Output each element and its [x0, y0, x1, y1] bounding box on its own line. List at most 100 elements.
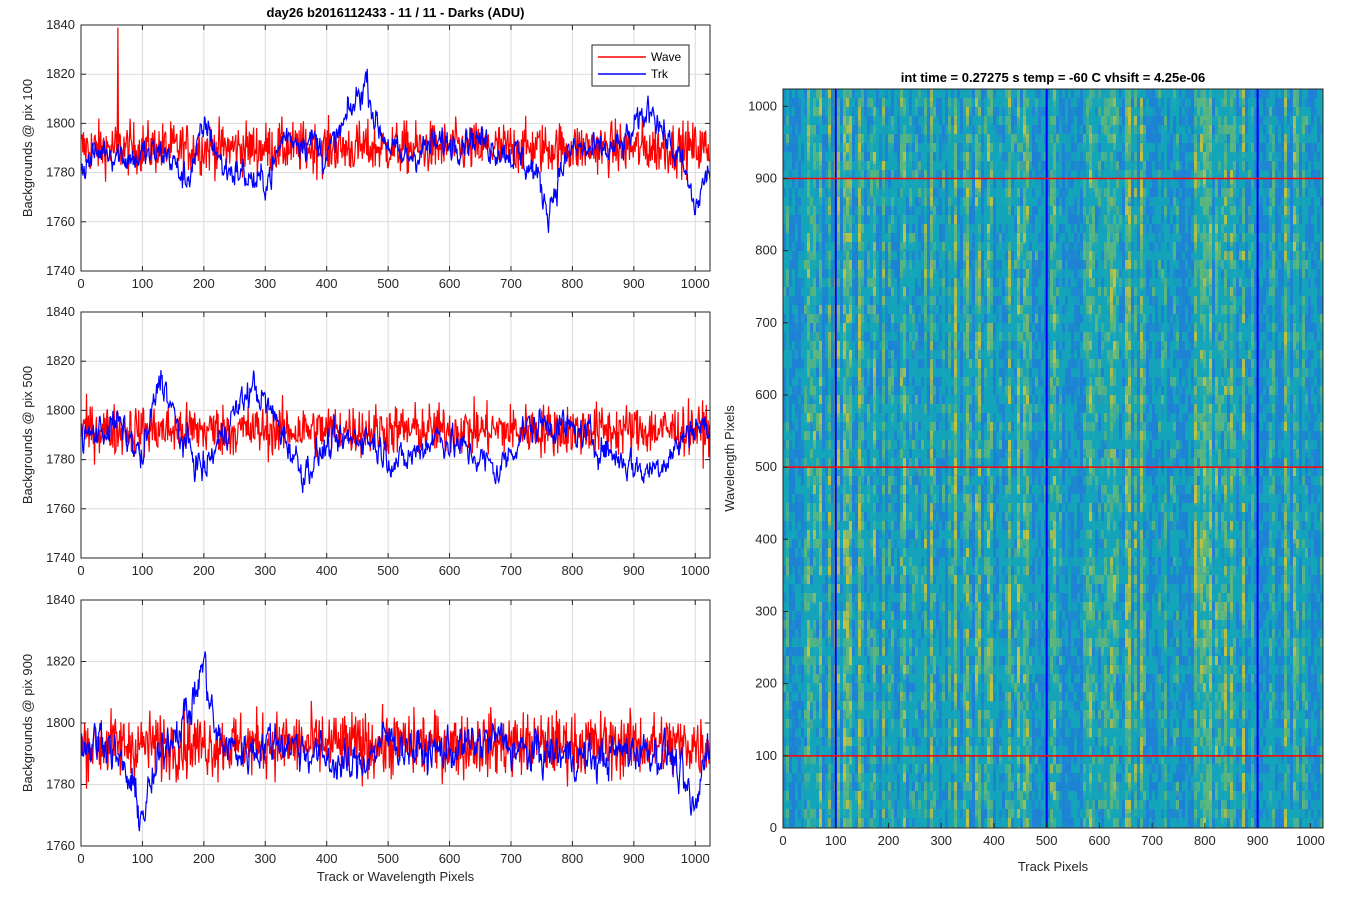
heatmap-cell	[873, 539, 876, 554]
heatmap-cell	[801, 719, 804, 733]
heatmap-cell	[825, 170, 828, 184]
heatmap-cell	[843, 620, 846, 633]
chart-title: day26 b2016112433 - 11 / 11 - Darks (ADU…	[267, 5, 525, 20]
heatmap-cell	[873, 431, 876, 445]
heatmap-cell	[936, 782, 939, 793]
heatmap-cell	[843, 305, 846, 315]
heatmap-cell	[816, 485, 819, 495]
heatmap-cell	[861, 584, 864, 599]
heatmap-cell	[915, 755, 918, 765]
heatmap-cell	[855, 512, 858, 524]
heatmap-cell	[933, 89, 936, 106]
heatmap-cell	[819, 377, 822, 395]
heatmap-cell	[801, 467, 804, 483]
heatmap-cell	[864, 764, 867, 776]
heatmap-cell	[864, 584, 867, 600]
heatmap-cell	[948, 278, 951, 290]
heatmap-cell	[903, 539, 906, 549]
heatmap-cell	[909, 476, 912, 489]
heatmap-cell	[897, 449, 900, 460]
heatmap-cell	[942, 251, 945, 261]
heatmap-cell	[858, 548, 861, 558]
heatmap-cell	[903, 143, 906, 155]
heatmap-cell	[825, 521, 828, 532]
heatmap-cell	[849, 602, 852, 617]
heatmap-cell	[915, 206, 918, 216]
x-tick-label: 900	[623, 563, 645, 578]
heatmap-cell	[951, 152, 954, 170]
heatmap-cell	[846, 377, 849, 387]
heatmap-cell	[864, 314, 867, 329]
heatmap-cell	[810, 782, 813, 798]
heatmap-cell	[930, 746, 933, 763]
heatmap-cell	[945, 665, 948, 675]
heatmap-cell	[891, 764, 894, 778]
heatmap-cell	[903, 179, 906, 191]
heatmap-cell	[924, 197, 927, 211]
heatmap-cell	[837, 791, 840, 802]
heatmap-cell	[906, 539, 909, 554]
heatmap-cell	[951, 278, 954, 290]
heatmap-cell	[948, 440, 951, 456]
heatmap-cell	[867, 116, 870, 134]
heatmap-cell	[864, 386, 867, 397]
heatmap-cell	[855, 107, 858, 124]
heatmap-cell	[843, 179, 846, 189]
heatmap-cell	[891, 323, 894, 334]
heatmap-cell	[876, 557, 879, 574]
heatmap-cell	[792, 485, 795, 496]
heatmap-cell	[936, 386, 939, 401]
heatmap-cell	[795, 503, 798, 516]
heatmap-cell	[831, 656, 834, 666]
heatmap-cell	[924, 422, 927, 434]
heatmap-cell	[837, 575, 840, 589]
heatmap-cell	[852, 782, 855, 799]
heatmap-cell	[936, 107, 939, 124]
heatmap-cell	[837, 593, 840, 608]
heatmap-cell	[921, 179, 924, 193]
heatmap-cell	[933, 116, 936, 128]
heatmap-cell	[930, 485, 933, 497]
heatmap-cell	[918, 719, 921, 731]
heatmap-cell	[840, 539, 843, 549]
heatmap-cell	[807, 197, 810, 213]
heatmap-cell	[795, 278, 798, 294]
heatmap-cell	[855, 503, 858, 518]
heatmap-cell	[936, 161, 939, 171]
heatmap-cell	[885, 674, 888, 690]
heatmap-cell	[801, 107, 804, 123]
heatmap-cell	[873, 359, 876, 373]
heatmap-cell	[822, 665, 825, 676]
heatmap-cell	[876, 422, 879, 432]
heatmap-cell	[804, 215, 807, 226]
heatmap-cell	[870, 278, 873, 296]
heatmap-cell	[954, 134, 957, 152]
heatmap-cell	[792, 593, 795, 607]
heatmap-cell	[792, 215, 795, 231]
heatmap-cell	[909, 449, 912, 464]
heatmap-cell	[837, 503, 840, 513]
heatmap-cell	[894, 638, 897, 651]
heatmap-cell	[813, 512, 816, 528]
heatmap-cell	[867, 422, 870, 438]
heatmap-cell	[909, 422, 912, 435]
heatmap-cell	[807, 368, 810, 379]
heatmap-cell	[813, 260, 816, 272]
heatmap-cell	[921, 422, 924, 435]
heatmap-cell	[870, 575, 873, 591]
heatmap-cell	[816, 638, 819, 652]
heatmap-cell	[852, 107, 855, 118]
heatmap-cell	[837, 692, 840, 707]
heatmap-cell	[891, 269, 894, 284]
heatmap-cell	[810, 701, 813, 717]
heatmap-cell	[810, 269, 813, 283]
heatmap-cell	[855, 125, 858, 143]
heatmap-cell	[840, 656, 843, 669]
heatmap-cell	[894, 593, 897, 603]
heatmap-cell	[873, 692, 876, 702]
heatmap-cell	[918, 368, 921, 383]
heatmap-cell	[933, 476, 936, 486]
heatmap-cell	[870, 161, 873, 176]
heatmap-cell	[792, 737, 795, 751]
heatmap-cell	[843, 341, 846, 354]
